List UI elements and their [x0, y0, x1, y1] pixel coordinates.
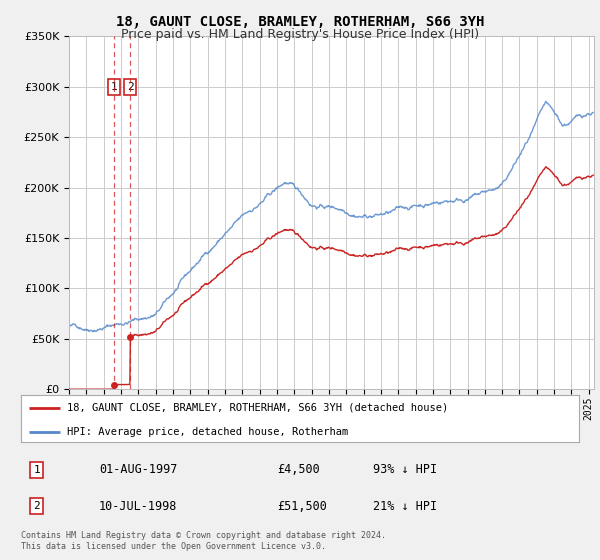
Text: HPI: Average price, detached house, Rotherham: HPI: Average price, detached house, Roth… [67, 427, 348, 437]
Text: 18, GAUNT CLOSE, BRAMLEY, ROTHERHAM, S66 3YH (detached house): 18, GAUNT CLOSE, BRAMLEY, ROTHERHAM, S66… [67, 403, 448, 413]
Text: Price paid vs. HM Land Registry's House Price Index (HPI): Price paid vs. HM Land Registry's House … [121, 28, 479, 41]
Text: 2: 2 [127, 82, 134, 92]
Text: Contains HM Land Registry data © Crown copyright and database right 2024.: Contains HM Land Registry data © Crown c… [21, 531, 386, 540]
Text: 01-AUG-1997: 01-AUG-1997 [99, 464, 178, 477]
Text: 1: 1 [110, 82, 117, 92]
Text: 10-JUL-1998: 10-JUL-1998 [99, 500, 178, 512]
Text: 18, GAUNT CLOSE, BRAMLEY, ROTHERHAM, S66 3YH: 18, GAUNT CLOSE, BRAMLEY, ROTHERHAM, S66… [116, 15, 484, 29]
Text: 21% ↓ HPI: 21% ↓ HPI [373, 500, 437, 512]
Text: 1: 1 [33, 465, 40, 475]
Text: This data is licensed under the Open Government Licence v3.0.: This data is licensed under the Open Gov… [21, 542, 326, 550]
Text: £51,500: £51,500 [278, 500, 328, 512]
Text: £4,500: £4,500 [278, 464, 320, 477]
Text: 2: 2 [33, 501, 40, 511]
Text: 93% ↓ HPI: 93% ↓ HPI [373, 464, 437, 477]
